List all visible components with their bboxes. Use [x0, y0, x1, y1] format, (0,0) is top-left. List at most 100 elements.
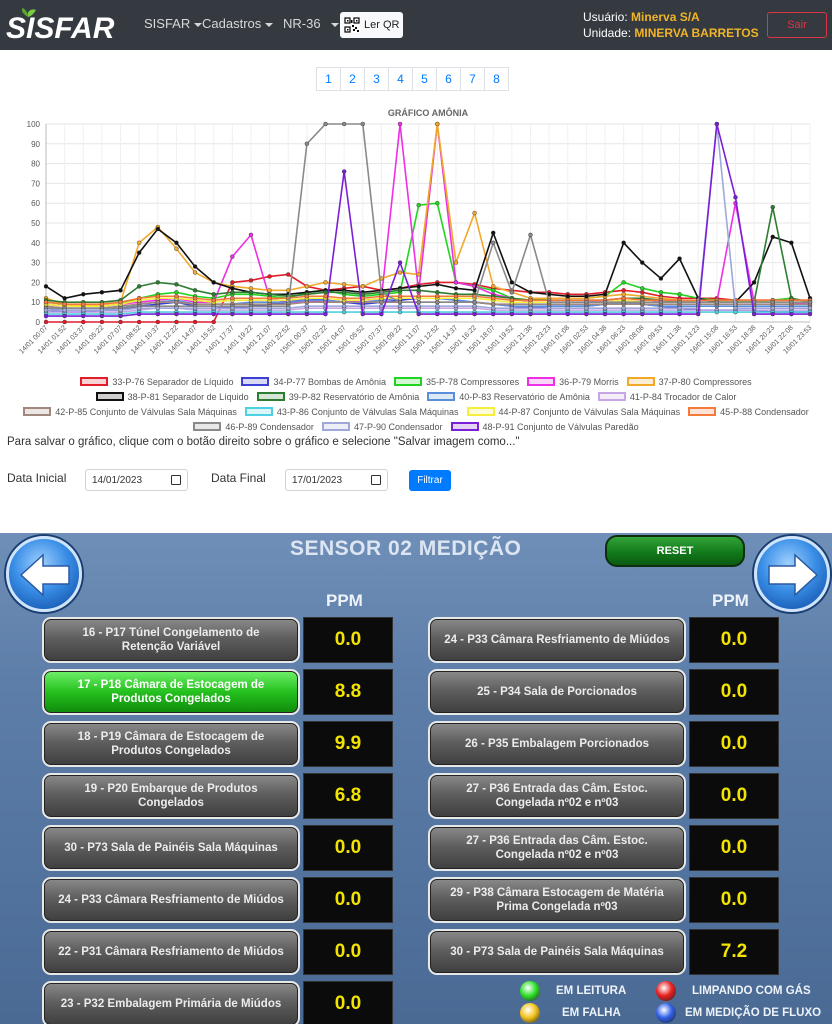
legend-item[interactable]: 44-P-87 Conjunto de Válvulas Sala Máquin…: [466, 407, 680, 417]
legend-item[interactable]: 33-P-76 Separador de Líquido: [80, 377, 233, 387]
page-link[interactable]: 6: [436, 67, 461, 91]
legend-item[interactable]: 47-P-90 Condensador: [321, 422, 443, 432]
sensor-button[interactable]: 18 - P19 Câmara de Estocagem de Produtos…: [42, 721, 300, 767]
y-tick-label: 50: [31, 219, 40, 228]
legend-item[interactable]: 41-P-84 Trocador de Calor: [597, 392, 736, 402]
sensor-button[interactable]: 17 - P18 Câmara de Estocagem de Produtos…: [42, 669, 300, 715]
data-point: [435, 200, 440, 206]
legend-item[interactable]: 46-P-89 Condensador: [193, 422, 314, 432]
data-point: [602, 311, 608, 317]
sensor-ppm-value: 6.8: [303, 773, 393, 819]
legend-label: 34-P-77 Bombas de Amônia: [273, 376, 387, 387]
page-link[interactable]: 4: [388, 67, 413, 91]
sensor-button[interactable]: 25 - P34 Sala de Porcionados: [428, 669, 686, 715]
data-point: [789, 311, 794, 317]
data-point: [230, 311, 235, 317]
page-link[interactable]: 5: [412, 67, 437, 91]
sensor-ppm-value: 0.0: [303, 929, 393, 975]
logout-button[interactable]: Sair: [767, 12, 827, 38]
data-point: [192, 288, 198, 293]
data-point: [677, 305, 682, 311]
data-point: [43, 307, 49, 313]
chevron-down-icon: [194, 22, 203, 27]
sensor-button[interactable]: 26 - P35 Embalagem Porcionados: [428, 721, 686, 767]
data-point: [584, 299, 589, 305]
data-point: [211, 298, 216, 303]
legend-item[interactable]: 48-P-91 Conjunto de Válvulas Paredão: [450, 421, 639, 432]
sensor-ppm-value: 0.0: [689, 877, 779, 923]
sensor-button[interactable]: 24 - P33 Câmara Resfriamento de Miúdos: [428, 617, 686, 663]
data-point: [136, 296, 142, 301]
data-point: [43, 319, 49, 325]
start-date-label: Data Inicial: [7, 471, 67, 485]
legend-swatch: [321, 422, 350, 431]
page-link[interactable]: 3: [364, 67, 389, 91]
sensor-button[interactable]: 22 - P31 Câmara Resfriamento de Miúdos: [42, 929, 300, 975]
sensor-button[interactable]: 27 - P36 Entrada das Câm. Estoc. Congela…: [428, 773, 686, 819]
data-point: [584, 311, 589, 317]
page-link[interactable]: 8: [484, 67, 509, 91]
data-point: [192, 296, 198, 301]
read-qr-button[interactable]: Ler QR: [340, 12, 403, 38]
menu-nr36[interactable]: NR-36: [283, 16, 339, 31]
legend-item[interactable]: 36-P-79 Morris: [527, 377, 619, 387]
legend-item[interactable]: 42-P-85 Conjunto de Válvulas Sala Máquin…: [23, 407, 237, 417]
data-point: [658, 290, 664, 295]
sensor-button[interactable]: 19 - P20 Embarque de Produtos Congelados: [42, 773, 300, 819]
data-point: [397, 260, 403, 265]
series-line: [46, 311, 810, 315]
legend-item[interactable]: 39-P-82 Reservatório de Amônia: [256, 392, 419, 402]
legend-item[interactable]: 38-P-81 Separador de Líquido: [95, 392, 249, 402]
sensor-ppm-value: 0.0: [303, 825, 393, 871]
data-point: [658, 311, 664, 317]
sensor-button[interactable]: 24 - P33 Câmara Resfriamento de Miúdos: [42, 877, 300, 923]
legend-label: 48-P-91 Conjunto de Válvulas Paredão: [482, 421, 639, 432]
data-point: [192, 264, 198, 269]
sensor-button[interactable]: 23 - P32 Embalagem Primária de Miúdos: [42, 981, 300, 1024]
series-line: [45, 227, 811, 303]
sensor-button[interactable]: 30 - P73 Sala de Painéis Sala Máquinas: [428, 929, 686, 975]
data-point: [621, 292, 626, 297]
previous-screen-button[interactable]: [6, 536, 82, 612]
data-point: [304, 141, 310, 146]
legend-item[interactable]: 40-P-83 Reservatório de Amônia: [427, 392, 590, 402]
data-point: [155, 311, 161, 317]
next-screen-button[interactable]: [754, 536, 830, 612]
sisfar-logo[interactable]: SISFAR: [6, 8, 130, 44]
calendar-icon[interactable]: [371, 475, 381, 485]
data-point: [136, 305, 142, 311]
menu-sisfar[interactable]: SISFAR: [144, 16, 203, 31]
data-point: [286, 305, 291, 311]
sensor-button[interactable]: 30 - P73 Sala de Painéis Sala Máquinas: [42, 825, 300, 871]
legend-item[interactable]: 43-P-86 Conjunto de Válvulas Sala Máquin…: [244, 407, 459, 417]
chart-title: GRÁFICO AMÔNIA: [388, 107, 469, 118]
calendar-icon[interactable]: [171, 475, 181, 485]
end-date-input[interactable]: 17/01/2023: [285, 469, 388, 491]
data-point: [602, 305, 608, 311]
data-point: [174, 246, 179, 251]
sensor-button[interactable]: 27 - P36 Entrada das Câm. Estoc. Congela…: [428, 825, 686, 871]
page-link[interactable]: 7: [460, 67, 485, 91]
legend-item[interactable]: 34-P-77 Bombas de Amônia: [241, 377, 386, 387]
data-point: [640, 286, 645, 291]
start-date-input[interactable]: 14/01/2023: [85, 469, 188, 491]
legend-label: 37-P-80 Compressores: [658, 376, 752, 387]
data-point: [565, 311, 570, 317]
filter-button[interactable]: Filtrar: [409, 470, 451, 491]
data-point: [807, 299, 813, 305]
legend-item[interactable]: 37-P-80 Compressores: [626, 376, 752, 387]
data-point: [770, 311, 775, 317]
page-link[interactable]: 2: [340, 67, 365, 91]
page-link[interactable]: 1: [316, 67, 341, 91]
reset-button[interactable]: RESET: [605, 535, 745, 567]
legend-item[interactable]: 45-P-88 Condensador: [688, 407, 809, 417]
series-line: [45, 206, 811, 303]
data-point: [658, 299, 664, 305]
end-date-value: 17/01/2023: [292, 474, 343, 486]
legend-item[interactable]: 35-P-78 Compressores: [394, 377, 519, 387]
sensor-button[interactable]: 16 - P17 Túnel Congelamento de Retenção …: [42, 617, 300, 663]
menu-cadastros[interactable]: Cadastros: [202, 16, 274, 31]
sensor-button[interactable]: 29 - P38 Câmara Estocagem de Matéria Pri…: [428, 877, 686, 923]
end-date-label: Data Final: [211, 471, 266, 485]
data-point: [472, 288, 477, 293]
